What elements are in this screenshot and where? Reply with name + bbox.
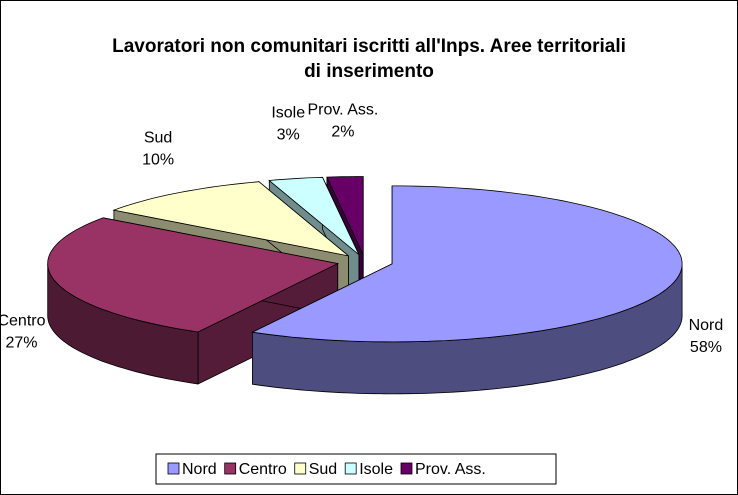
legend-swatch: [400, 462, 413, 475]
legend-swatch: [167, 462, 180, 475]
slice-top: [326, 176, 364, 255]
legend-label: Prov. Ass.: [415, 461, 486, 478]
legend: Nord Centro Sud Isole Prov. Ass.: [155, 453, 557, 485]
slice-top: [112, 181, 349, 257]
data-label-name: Isole: [271, 105, 305, 122]
data-label: 2%: [331, 123, 354, 140]
chart-title: Lavoratori non comunitari iscritti all'I…: [112, 36, 626, 82]
data-label-name: Sud: [144, 129, 172, 146]
data-label-name: Nord: [689, 317, 724, 334]
legend-label: Nord: [182, 461, 217, 478]
legend-label: Isole: [359, 461, 393, 478]
data-label: 58%: [690, 339, 722, 356]
legend-swatch: [224, 462, 237, 475]
legend-swatch: [294, 462, 307, 475]
slice-top: [47, 217, 339, 333]
data-label: 27%: [5, 334, 37, 351]
slice-top: [251, 185, 683, 343]
data-label-name: Prov. Ass.: [307, 101, 378, 118]
legend-swatch: [344, 462, 357, 475]
data-label: 3%: [277, 127, 300, 144]
slice: [251, 185, 683, 395]
legend-label: Centro: [239, 461, 287, 478]
legend-label: Sud: [309, 461, 337, 478]
data-label: 10%: [142, 151, 174, 168]
data-label-name: Centro: [0, 312, 46, 329]
slice: [47, 217, 339, 385]
slice-top: [268, 176, 360, 256]
